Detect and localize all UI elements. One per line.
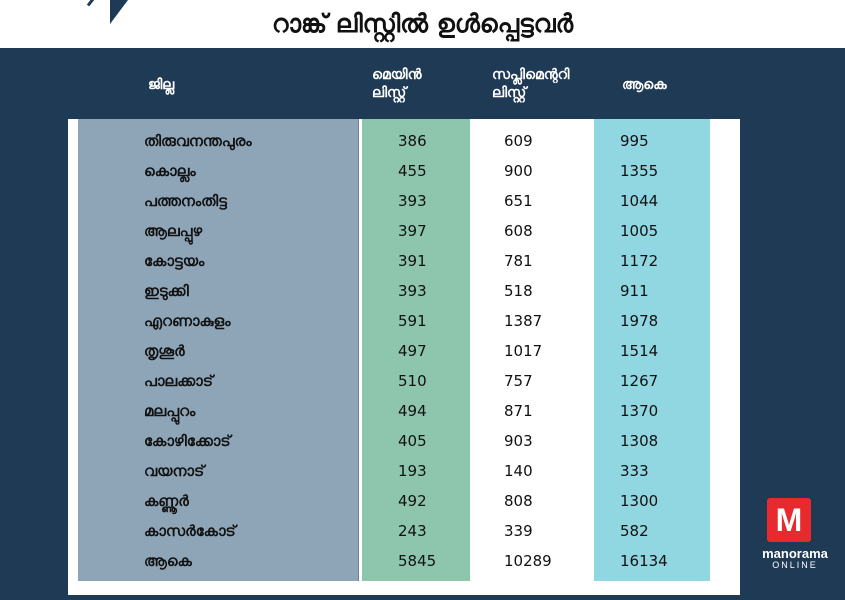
main-list-cell: 497 (398, 342, 427, 360)
supplementary-list-cell: 651 (504, 192, 533, 210)
table-row: കാസർകോട് 243 339 582 (68, 517, 740, 547)
district-cell: കാസർകോട് (144, 522, 236, 540)
supplementary-list-cell: 1387 (504, 312, 543, 330)
district-cell: കൊല്ലം (144, 162, 196, 180)
logo-letter: M (775, 502, 803, 538)
total-cell: 1300 (620, 492, 659, 510)
table-header: ജില്ല മെയിൻ ലിസ്റ്റ് സപ്ലിമെന്ററി ലിസ്റ്… (68, 56, 768, 116)
total-cell: 1044 (620, 192, 659, 210)
main-list-cell: 393 (398, 282, 427, 300)
supplementary-list-cell: 140 (504, 462, 533, 480)
district-cell: ഇടുക്കി (144, 282, 189, 300)
logo-mark: M (767, 498, 811, 542)
supplementary-list-cell: 10289 (504, 552, 552, 570)
district-cell: കോഴിക്കോട് (144, 432, 231, 450)
table-row: തിരുവനന്തപുരം 386 609 995 (68, 127, 740, 157)
table-row: പത്തനംതിട്ട 393 651 1044 (68, 187, 740, 217)
district-cell: തൃശൂർ (144, 342, 185, 360)
supplementary-list-cell: 609 (504, 132, 533, 150)
main-list-cell: 405 (398, 432, 427, 450)
district-cell: മലപ്പുറം (144, 402, 196, 420)
district-cell: തിരുവനന്തപുരം (144, 132, 252, 150)
supplementary-list-cell: 781 (504, 252, 533, 270)
logo-brand: manorama (762, 546, 828, 561)
table-row: പാലക്കാട് 510 757 1267 (68, 367, 740, 397)
supplementary-list-cell: 518 (504, 282, 533, 300)
supplementary-list-cell: 1017 (504, 342, 543, 360)
main-list-cell: 397 (398, 222, 427, 240)
main-list-cell: 591 (398, 312, 427, 330)
district-cell: ആലപ്പുഴ (144, 222, 203, 240)
supplementary-list-cell: 339 (504, 522, 533, 540)
table-row: കോഴിക്കോട് 405 903 1308 (68, 427, 740, 457)
title-band-left (0, 0, 110, 48)
main-list-cell: 393 (398, 192, 427, 210)
district-cell: വയനാട് (144, 462, 205, 480)
main-list-cell: 386 (398, 132, 427, 150)
header-district: ജില്ല (148, 77, 175, 93)
total-cell: 1267 (620, 372, 659, 390)
main-column-bg (362, 119, 470, 581)
data-table: തിരുവനന്തപുരം 386 609 995 കൊല്ലം 455 900 1355 പത… (68, 119, 740, 595)
supplementary-list-cell: 757 (504, 372, 533, 390)
manorama-online-logo: M manorama ONLINE (755, 498, 835, 578)
table-row: കോട്ടയം 391 781 1172 (68, 247, 740, 277)
supplementary-list-cell: 900 (504, 162, 533, 180)
main-list-cell: 492 (398, 492, 427, 510)
title-band (92, 0, 845, 48)
total-cell: 1308 (620, 432, 659, 450)
total-cell: 582 (620, 522, 649, 540)
district-cell: പത്തനംതിട്ട (144, 192, 227, 210)
main-list-cell: 455 (398, 162, 427, 180)
total-cell: 333 (620, 462, 649, 480)
supplementary-list-cell: 871 (504, 402, 533, 420)
main-list-cell: 391 (398, 252, 427, 270)
main-list-cell: 494 (398, 402, 427, 420)
table-row: വയനാട് 193 140 333 (68, 457, 740, 487)
total-cell: 16134 (620, 552, 668, 570)
logo-sub: ONLINE (772, 560, 818, 570)
total-column-bg (594, 119, 710, 581)
district-cell: കോട്ടയം (144, 252, 205, 270)
table-row: മലപ്പുറം 494 871 1370 (68, 397, 740, 427)
district-column-bg (78, 119, 359, 581)
district-cell: ആകെ (144, 552, 192, 570)
table-row: ഇടുക്കി 393 518 911 (68, 277, 740, 307)
table-row: തൃശൂർ 497 1017 1514 (68, 337, 740, 367)
table-row: ആലപ്പുഴ 397 608 1005 (68, 217, 740, 247)
supplementary-list-cell: 608 (504, 222, 533, 240)
total-cell: 1172 (620, 252, 659, 270)
district-cell: പാലക്കാട് (144, 372, 213, 390)
district-cell: കണ്ണൂർ (144, 492, 189, 510)
total-cell: 1514 (620, 342, 659, 360)
total-cell: 1355 (620, 162, 659, 180)
header-main-list: മെയിൻ ലിസ്റ്റ് (372, 67, 422, 101)
supplementary-list-cell: 808 (504, 492, 533, 510)
table-row: കണ്ണൂർ 492 808 1300 (68, 487, 740, 517)
page-title: റാങ്ക് ലിസ്റ്റിൽ ഉൾപ്പെട്ടവർ (271, 9, 574, 38)
table-row: എറണാകുളം 591 1387 1978 (68, 307, 740, 337)
header-supplementary-list: സപ്ലിമെന്ററി ലിസ്റ്റ് (492, 67, 570, 101)
main-list-cell: 243 (398, 522, 427, 540)
table-row: കൊല്ലം 455 900 1355 (68, 157, 740, 187)
district-cell: എറണാകുളം (144, 312, 231, 330)
total-cell: 1005 (620, 222, 659, 240)
total-cell: 995 (620, 132, 649, 150)
table-row: ആകെ 5845 10289 16134 (68, 547, 740, 577)
main-list-cell: 5845 (398, 552, 437, 570)
total-cell: 1370 (620, 402, 659, 420)
main-list-cell: 193 (398, 462, 427, 480)
total-cell: 1978 (620, 312, 659, 330)
header-total: ആകെ (622, 77, 667, 93)
main-list-cell: 510 (398, 372, 427, 390)
supplementary-list-cell: 903 (504, 432, 533, 450)
total-cell: 911 (620, 282, 649, 300)
